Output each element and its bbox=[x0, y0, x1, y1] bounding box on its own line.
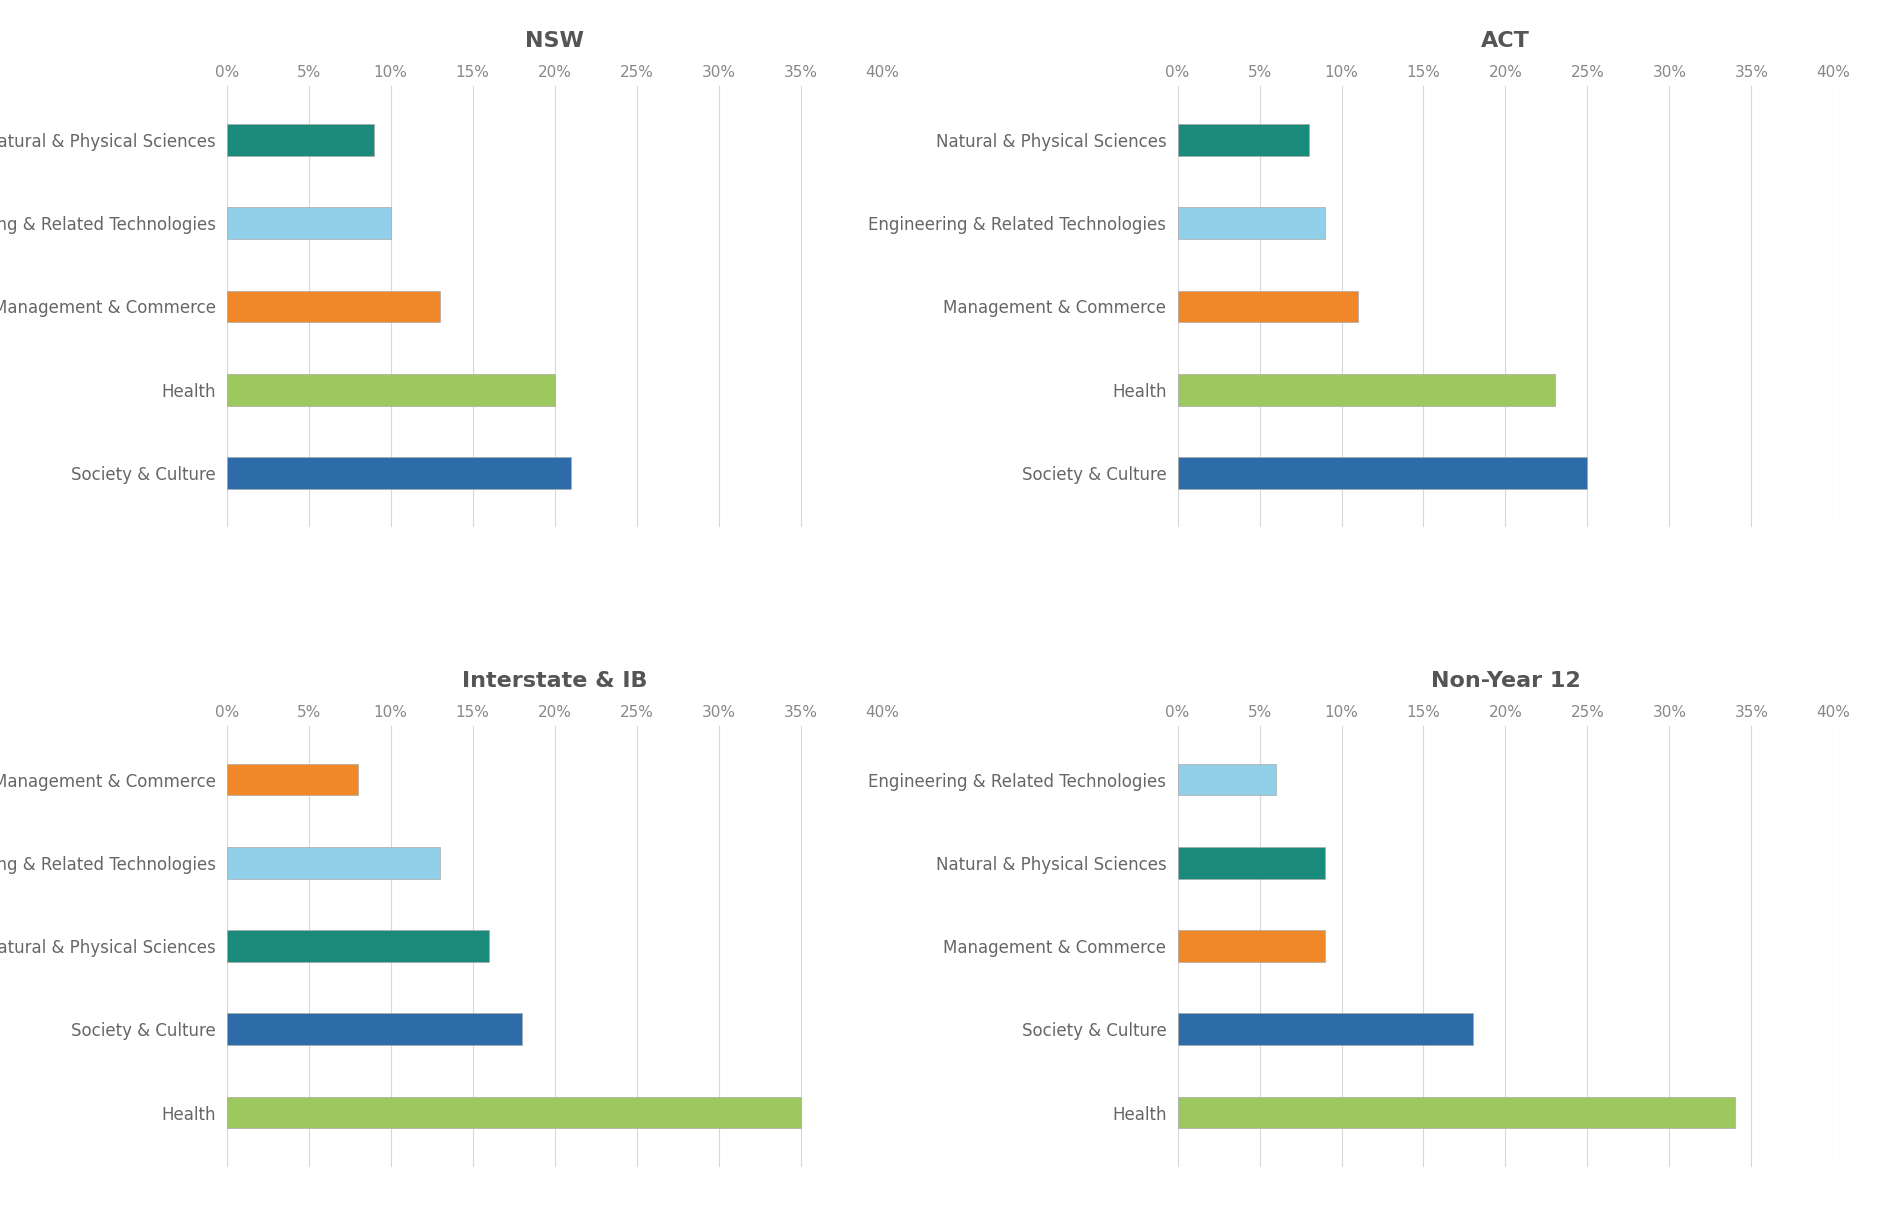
Bar bbox=[227, 373, 553, 405]
Bar bbox=[227, 457, 570, 489]
Bar bbox=[1177, 291, 1356, 322]
Bar bbox=[227, 764, 357, 796]
Title: NSW: NSW bbox=[525, 31, 584, 52]
Bar bbox=[227, 931, 489, 962]
Bar bbox=[227, 1013, 521, 1045]
Bar bbox=[1177, 1013, 1472, 1045]
Title: Interstate & IB: Interstate & IB bbox=[461, 670, 648, 690]
Bar bbox=[1177, 124, 1307, 156]
Bar bbox=[1177, 373, 1555, 405]
Bar bbox=[1177, 764, 1275, 796]
Title: ACT: ACT bbox=[1481, 31, 1528, 52]
Bar bbox=[227, 291, 440, 322]
Bar bbox=[227, 847, 440, 879]
Bar bbox=[227, 208, 391, 239]
Bar bbox=[1177, 457, 1587, 489]
Title: Non-Year 12: Non-Year 12 bbox=[1430, 670, 1579, 690]
Bar bbox=[1177, 931, 1324, 962]
Bar bbox=[1177, 208, 1324, 239]
Bar bbox=[227, 1097, 801, 1129]
Bar bbox=[1177, 847, 1324, 879]
Bar bbox=[227, 124, 374, 156]
Bar bbox=[1177, 1097, 1734, 1129]
